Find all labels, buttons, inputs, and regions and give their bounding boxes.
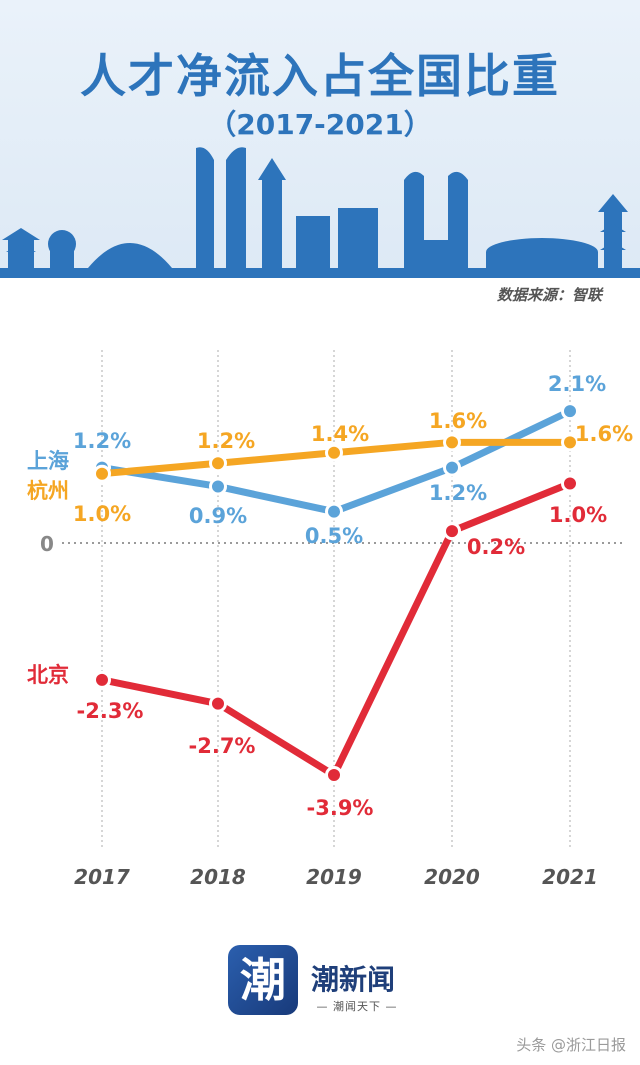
series-name-shanghai: 上海: [27, 449, 69, 473]
data-label-beijing-2021: 1.0%: [549, 503, 607, 527]
data-label-hangzhou-2020: 1.6%: [429, 409, 487, 433]
watermark: 头条 @浙江日报: [516, 1036, 626, 1054]
x-tick-label-2020: 2020: [424, 865, 480, 889]
data-point-beijing-2018: [209, 694, 227, 713]
data-point-beijing-2017: [93, 670, 111, 689]
data-point-shanghai-2021: [561, 402, 579, 421]
data-point-beijing-2019: [325, 766, 343, 785]
data-label-shanghai-2017: 1.2%: [73, 429, 131, 453]
data-point-hangzhou-2021: [561, 433, 579, 452]
data-point-shanghai-2020: [443, 458, 461, 477]
series-name-hangzhou: 杭州: [27, 479, 69, 503]
data-point-beijing-2020: [443, 522, 461, 541]
app-slogan: — 潮闻天下 —: [316, 1000, 398, 1013]
skyline-illustration: [0, 147, 640, 278]
x-tick-label-2021: 2021: [542, 865, 598, 889]
line-chart: 0 2017 2018 2019 2020 2021 1.2% 0.9% 0.5% 1.2% 2.1…: [27, 350, 633, 889]
data-label-shanghai-2021: 2.1%: [548, 372, 606, 396]
data-point-hangzhou-2020: [443, 433, 461, 452]
data-point-hangzhou-2019: [325, 443, 343, 462]
data-label-shanghai-2018: 0.9%: [189, 504, 247, 528]
data-label-shanghai-2020: 1.2%: [429, 481, 487, 505]
series-name-beijing: 北京: [27, 663, 69, 687]
data-label-beijing-2017: -2.3%: [77, 699, 144, 723]
data-label-beijing-2019: -3.9%: [307, 796, 374, 820]
x-tick-label-2017: 2017: [74, 865, 130, 889]
data-point-beijing-2021: [561, 474, 579, 493]
zero-tick-label: 0: [40, 532, 54, 556]
data-point-shanghai-2019: [325, 502, 343, 521]
app-logo-icon: 潮: [228, 945, 298, 1015]
data-label-beijing-2020: 0.2%: [467, 535, 525, 559]
page-title: 人才净流入占全国比重: [80, 49, 560, 103]
x-tick-label-2019: 2019: [306, 865, 362, 889]
page-subtitle: （2017-2021）: [208, 108, 432, 141]
data-point-shanghai-2018: [209, 477, 227, 496]
data-source: 数据来源：智联: [496, 286, 602, 304]
data-label-hangzhou-2018: 1.2%: [197, 429, 255, 453]
data-label-hangzhou-2017: 1.0%: [73, 502, 131, 526]
data-point-hangzhou-2017: [93, 464, 111, 483]
data-label-beijing-2018: -2.7%: [189, 734, 256, 758]
data-label-shanghai-2019: 0.5%: [305, 524, 363, 548]
x-tick-label-2018: 2018: [190, 865, 246, 889]
app-name: 潮新闻: [311, 963, 396, 996]
data-label-hangzhou-2019: 1.4%: [311, 422, 369, 446]
data-label-hangzhou-2021: 1.6%: [575, 422, 633, 446]
data-point-hangzhou-2018: [209, 454, 227, 473]
